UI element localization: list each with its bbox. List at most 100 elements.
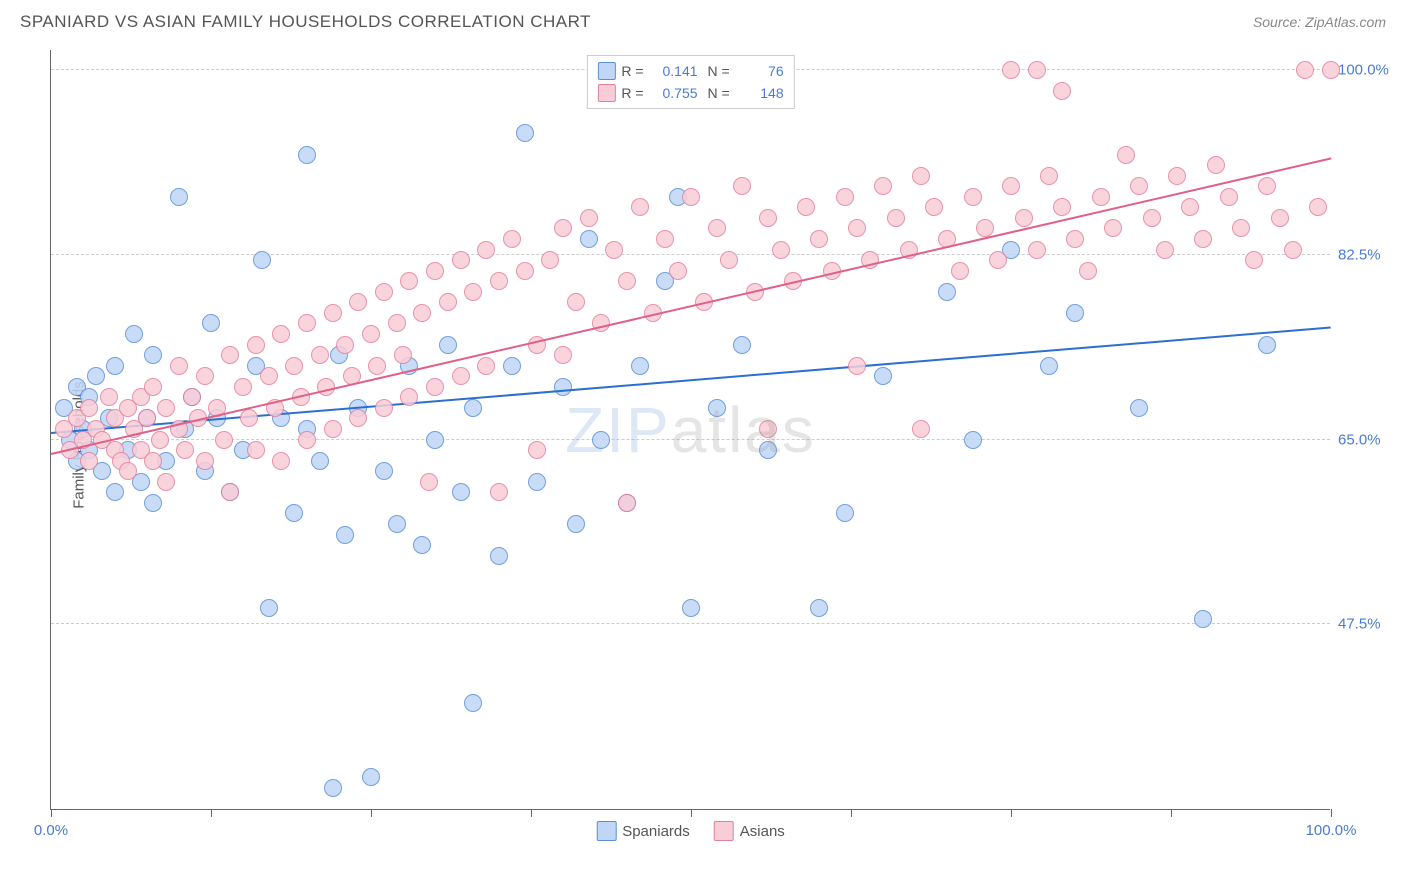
scatter-point — [260, 599, 278, 617]
chart-header: SPANIARD VS ASIAN FAMILY HOUSEHOLDS CORR… — [0, 0, 1406, 40]
scatter-point — [503, 357, 521, 375]
stats-n-label: N = — [704, 63, 730, 79]
x-tick-label: 0.0% — [34, 822, 68, 839]
scatter-point — [772, 241, 790, 259]
scatter-point — [669, 262, 687, 280]
scatter-point — [836, 188, 854, 206]
scatter-point — [221, 346, 239, 364]
scatter-point — [759, 420, 777, 438]
scatter-point — [1002, 61, 1020, 79]
scatter-point — [1232, 219, 1250, 237]
watermark: ZIPatlas — [565, 393, 816, 467]
stats-r-label: R = — [621, 85, 643, 101]
scatter-point — [144, 494, 162, 512]
scatter-point — [656, 230, 674, 248]
scatter-point — [580, 209, 598, 227]
scatter-point — [631, 357, 649, 375]
scatter-point — [1271, 209, 1289, 227]
scatter-point — [298, 314, 316, 332]
scatter-point — [426, 431, 444, 449]
scatter-point — [400, 388, 418, 406]
scatter-point — [100, 388, 118, 406]
stats-n-label: N = — [704, 85, 730, 101]
scatter-point — [394, 346, 412, 364]
scatter-point — [516, 262, 534, 280]
scatter-point — [144, 346, 162, 364]
scatter-point — [388, 314, 406, 332]
scatter-point — [554, 378, 572, 396]
scatter-point — [1028, 241, 1046, 259]
scatter-point — [87, 367, 105, 385]
scatter-point — [1079, 262, 1097, 280]
scatter-point — [413, 536, 431, 554]
scatter-point — [567, 293, 585, 311]
scatter-point — [708, 399, 726, 417]
scatter-point — [1322, 61, 1340, 79]
scatter-point — [477, 357, 495, 375]
scatter-point — [452, 483, 470, 501]
scatter-point — [490, 272, 508, 290]
scatter-point — [375, 283, 393, 301]
scatter-point — [311, 452, 329, 470]
x-tick-label: 100.0% — [1306, 822, 1357, 839]
stats-swatch-spaniards — [597, 62, 615, 80]
chart-container: Family Households ZIPatlas R = 0.141 N =… — [50, 50, 1390, 840]
scatter-point — [272, 452, 290, 470]
scatter-point — [119, 462, 137, 480]
scatter-point — [1258, 177, 1276, 195]
scatter-point — [989, 251, 1007, 269]
scatter-point — [528, 441, 546, 459]
scatter-point — [1130, 177, 1148, 195]
scatter-point — [375, 399, 393, 417]
scatter-point — [1168, 167, 1186, 185]
scatter-point — [1245, 251, 1263, 269]
scatter-point — [285, 357, 303, 375]
scatter-point — [336, 526, 354, 544]
scatter-point — [247, 336, 265, 354]
scatter-point — [260, 367, 278, 385]
y-tick-label: 65.0% — [1338, 431, 1398, 448]
scatter-point — [349, 409, 367, 427]
scatter-point — [170, 188, 188, 206]
scatter-point — [567, 515, 585, 533]
scatter-point — [720, 251, 738, 269]
scatter-point — [324, 420, 342, 438]
scatter-point — [247, 441, 265, 459]
scatter-point — [144, 452, 162, 470]
scatter-point — [324, 304, 342, 322]
scatter-point — [836, 504, 854, 522]
scatter-point — [951, 262, 969, 280]
scatter-point — [368, 357, 386, 375]
scatter-point — [138, 409, 156, 427]
x-tick — [51, 809, 52, 817]
scatter-point — [874, 177, 892, 195]
legend-label-asians: Asians — [740, 823, 785, 840]
scatter-point — [439, 293, 457, 311]
scatter-point — [362, 768, 380, 786]
x-tick — [691, 809, 692, 817]
scatter-point — [240, 409, 258, 427]
chart-title: SPANIARD VS ASIAN FAMILY HOUSEHOLDS CORR… — [20, 12, 591, 32]
scatter-point — [452, 367, 470, 385]
scatter-point — [157, 399, 175, 417]
x-tick — [1011, 809, 1012, 817]
stats-r-value-spaniards: 0.141 — [650, 63, 698, 79]
scatter-point — [80, 452, 98, 470]
scatter-point — [1015, 209, 1033, 227]
scatter-point — [1002, 177, 1020, 195]
scatter-point — [810, 599, 828, 617]
scatter-point — [887, 209, 905, 227]
scatter-point — [477, 241, 495, 259]
scatter-point — [362, 325, 380, 343]
scatter-point — [151, 431, 169, 449]
scatter-point — [797, 198, 815, 216]
scatter-point — [848, 357, 866, 375]
scatter-point — [176, 441, 194, 459]
stats-n-value-spaniards: 76 — [736, 63, 784, 79]
scatter-point — [1117, 146, 1135, 164]
legend-item-asians: Asians — [714, 821, 785, 841]
scatter-point — [202, 314, 220, 332]
scatter-point — [682, 188, 700, 206]
scatter-point — [1040, 167, 1058, 185]
x-tick — [371, 809, 372, 817]
